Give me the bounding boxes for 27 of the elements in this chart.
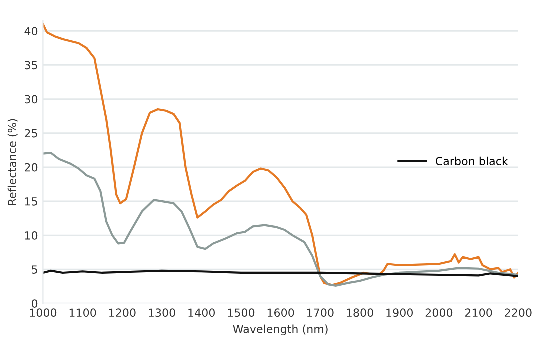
y-tick-label: 5	[32, 266, 38, 274]
x-tick-label: 2200	[505, 308, 532, 318]
line-series	[43, 152, 518, 287]
x-tick-label: 1800	[347, 308, 374, 318]
legend-label: Carbon black	[436, 156, 508, 166]
y-tick-label: 35	[25, 61, 38, 70]
line-series	[43, 23, 518, 286]
x-tick-label: 1400	[188, 308, 215, 318]
y-tick-label: 0	[32, 300, 38, 308]
x-axis-title: Wavelength (nm)	[233, 324, 328, 336]
y-tick-label: 15	[25, 198, 38, 206]
x-tick-label: 1100	[70, 308, 96, 318]
x-tick-label: 1700	[307, 308, 334, 318]
x-tick-label: 1500	[228, 308, 255, 318]
x-tick-label: 2000	[426, 308, 453, 318]
x-tick-label: 1600	[268, 308, 294, 318]
y-tick-label: 25	[25, 129, 38, 138]
y-tick-label: 10	[25, 231, 38, 240]
y-axis-title: Reflectance (%)	[8, 119, 18, 206]
y-tick-label: 30	[25, 95, 38, 104]
x-tick-label: 2100	[465, 308, 492, 318]
x-tick-label: 1300	[149, 308, 176, 318]
y-tick-label: 40	[24, 27, 38, 36]
y-tick-label: 20	[25, 163, 38, 172]
x-tick-label: 1000	[30, 308, 57, 318]
x-tick-label: 1200	[109, 308, 136, 318]
x-tick-label: 1900	[386, 308, 413, 318]
